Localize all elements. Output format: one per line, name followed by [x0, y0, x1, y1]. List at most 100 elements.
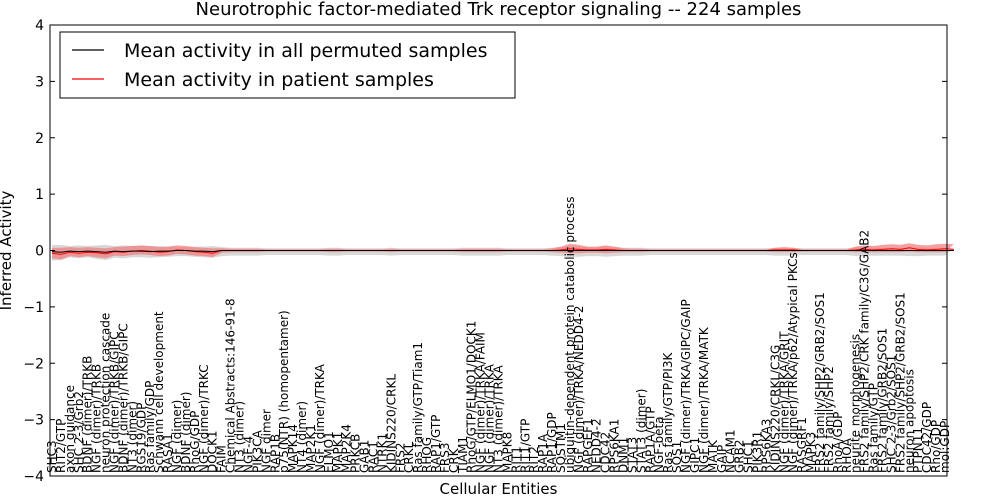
permuted-band [52, 244, 954, 261]
entity-label: NGF (dimer)/TRKA/GIPC/GAIP [679, 299, 693, 473]
entity-label: NT3 (dimer)/TRKA [492, 365, 506, 473]
entity-label: SHC3 [45, 440, 59, 473]
entity-label: GAB1 [358, 440, 372, 473]
entity-label: NCAM1 [724, 429, 738, 473]
y-tick-label: 0 [35, 244, 44, 260]
chart-title: Neurotrophic factor-mediated Trk recepto… [196, 0, 802, 20]
entity-label: RhoG/GDP [188, 411, 202, 473]
entity-label: MAPK14 [286, 424, 300, 473]
entity-label: RHOG [420, 437, 434, 473]
entity-label: PTPN11 [911, 427, 925, 473]
entity-label: NGF-beta [652, 416, 666, 473]
entity-label: GIPC1 [688, 437, 702, 473]
entity-label: SHC1 [742, 440, 756, 473]
entity-label: FRS2 family/SHP2/CRK family/C3G/GAB2 [858, 230, 872, 473]
entity-label: CRKL [402, 441, 416, 473]
entity-label: Rho/GDP [929, 420, 943, 473]
entity-label: CDC42 [599, 432, 613, 473]
y-tick-label: −4 [23, 469, 44, 485]
entity-label: FRS2 [393, 443, 407, 474]
y-axis-title: Inferred Activity [0, 190, 15, 310]
entity-label: NGF (dimer)/TRKA/MATK [697, 326, 711, 473]
y-tick-label: 1 [35, 187, 44, 203]
entity-label: SHC 2-3/Grb2/SOS1 [884, 355, 898, 473]
entity-label: RIT1 [509, 446, 523, 473]
entity-label: RIT1/GTP [518, 419, 532, 473]
entity-label: Ras family/GTP [867, 383, 881, 473]
entity-label: RHOA [840, 437, 854, 473]
entity-label: RAP1A [536, 433, 550, 473]
entity-label: DOCK1 [206, 430, 220, 473]
entity-label: NGF (dimer)/TRKA [483, 363, 497, 473]
entity-label: NEDD4-2 [590, 418, 604, 473]
entity-label: axon guidance [63, 385, 77, 473]
entity-label: NGF (dimer)/TRKA/NEDD4-2 [572, 305, 586, 473]
entity-label: FRS2 family/SHP2 [822, 366, 836, 473]
patient-band [52, 243, 954, 260]
entity-label: DNM1 [617, 437, 631, 473]
entity-label: MAPK3 [804, 432, 818, 473]
entity-label: NGF dimer [259, 409, 273, 473]
entity-label: NGF (dimer) [170, 400, 184, 473]
series-lines [51, 247, 954, 255]
entity-label: MAPK8 [500, 432, 514, 473]
entity-label: RhoA/GDP [831, 412, 845, 473]
entity-label: NGF (dimer)/TRKA/FAIM [474, 332, 488, 473]
entity-label: mol:GDP [938, 421, 952, 473]
entity-label: PRKCB [349, 434, 363, 473]
entity-label: RhoG/GTP/ELMO1/DOCK1 [465, 321, 479, 473]
legend-patient-label: Mean activity in patient samples [124, 69, 434, 91]
entity-label: STAT3 [626, 437, 640, 473]
confidence-bands [52, 243, 954, 261]
y-tick-label: 2 [35, 131, 44, 147]
y-tick-label: 4 [35, 18, 44, 34]
entity-label: TIAM1 [456, 436, 470, 474]
entity-label: neuron apoptosis [902, 369, 916, 473]
entity-label: RPS6KA3 [759, 419, 773, 473]
entity-label: PIK3CA [250, 429, 264, 473]
entity-label: Ras family/GTP/Tiam1 [411, 342, 425, 473]
entity-label: RAP1B [268, 434, 282, 473]
entity-label: BDNF (dimer) [179, 392, 193, 474]
entity-label: RIT2/GTP [54, 419, 68, 473]
y-tick-label: −1 [23, 300, 44, 316]
entity-label: MAP2K4 [340, 424, 354, 473]
entity-label: FRS2 family/SHP2/GRB2/SOS1 [813, 292, 827, 473]
entity-label: neuron protection cascade [99, 313, 113, 473]
entity-label: MAP2K1 [304, 424, 318, 473]
entity-label: BDNF (dimer)/TRKB [81, 356, 95, 473]
entity-label: NGF (dimer)/TRKA/GRIT [777, 331, 791, 473]
entity-label: NGF (dimer)/TRKC [197, 364, 211, 473]
entity-label: RASGRF1 [795, 417, 809, 473]
entity-label: KIDINS220/CRKL [384, 374, 398, 473]
entity-label: FRS2 family/SHP2/GRB2/SOS1 [893, 292, 907, 473]
entity-label: RGS19/GDP [134, 403, 148, 473]
entity-label: NT3 (dimer) [125, 401, 139, 473]
entity-label: CRK [447, 447, 461, 473]
y-tick-label: −2 [23, 356, 44, 372]
entity-label: NGF (dimer)/TRKA/p62/Atypical PKCs [786, 252, 800, 473]
entity-label: FAIM [215, 445, 229, 473]
entity-label: RAPGEF1 [581, 418, 595, 473]
entity-label: FRS2 family/GRB2/SOS1 [876, 328, 890, 473]
entity-label: NGF-4 [242, 436, 256, 473]
y-tick-label: 3 [35, 74, 44, 90]
legend: Mean activity in all permuted samples Me… [59, 31, 516, 99]
permuted-line [51, 250, 954, 253]
legend-box [59, 31, 516, 99]
entity-label: GAIP [715, 445, 729, 473]
entity-label: neurite morphogenesis [849, 334, 863, 473]
entity-label: BDNF (dimer)/TRKB/GIPC [116, 323, 130, 473]
y-axis: 4 3 2 1 0 −1 −2 −3 −4 [23, 18, 947, 485]
plot-frame [49, 24, 948, 477]
entity-label: Ras family/GDP [143, 381, 157, 473]
entity-label: NTRK1 [375, 433, 389, 473]
entity-label: RASA1 [161, 433, 175, 473]
entity-label: RAP1A/GTP [643, 406, 657, 473]
entity-label: Ras family/GTP/PI3K [661, 352, 675, 473]
entity-label: RPS6KA1 [608, 419, 622, 473]
entity-label: p75(NTR) (homopentamer) [277, 310, 291, 473]
entity-label: PIK3R1 [751, 431, 765, 473]
